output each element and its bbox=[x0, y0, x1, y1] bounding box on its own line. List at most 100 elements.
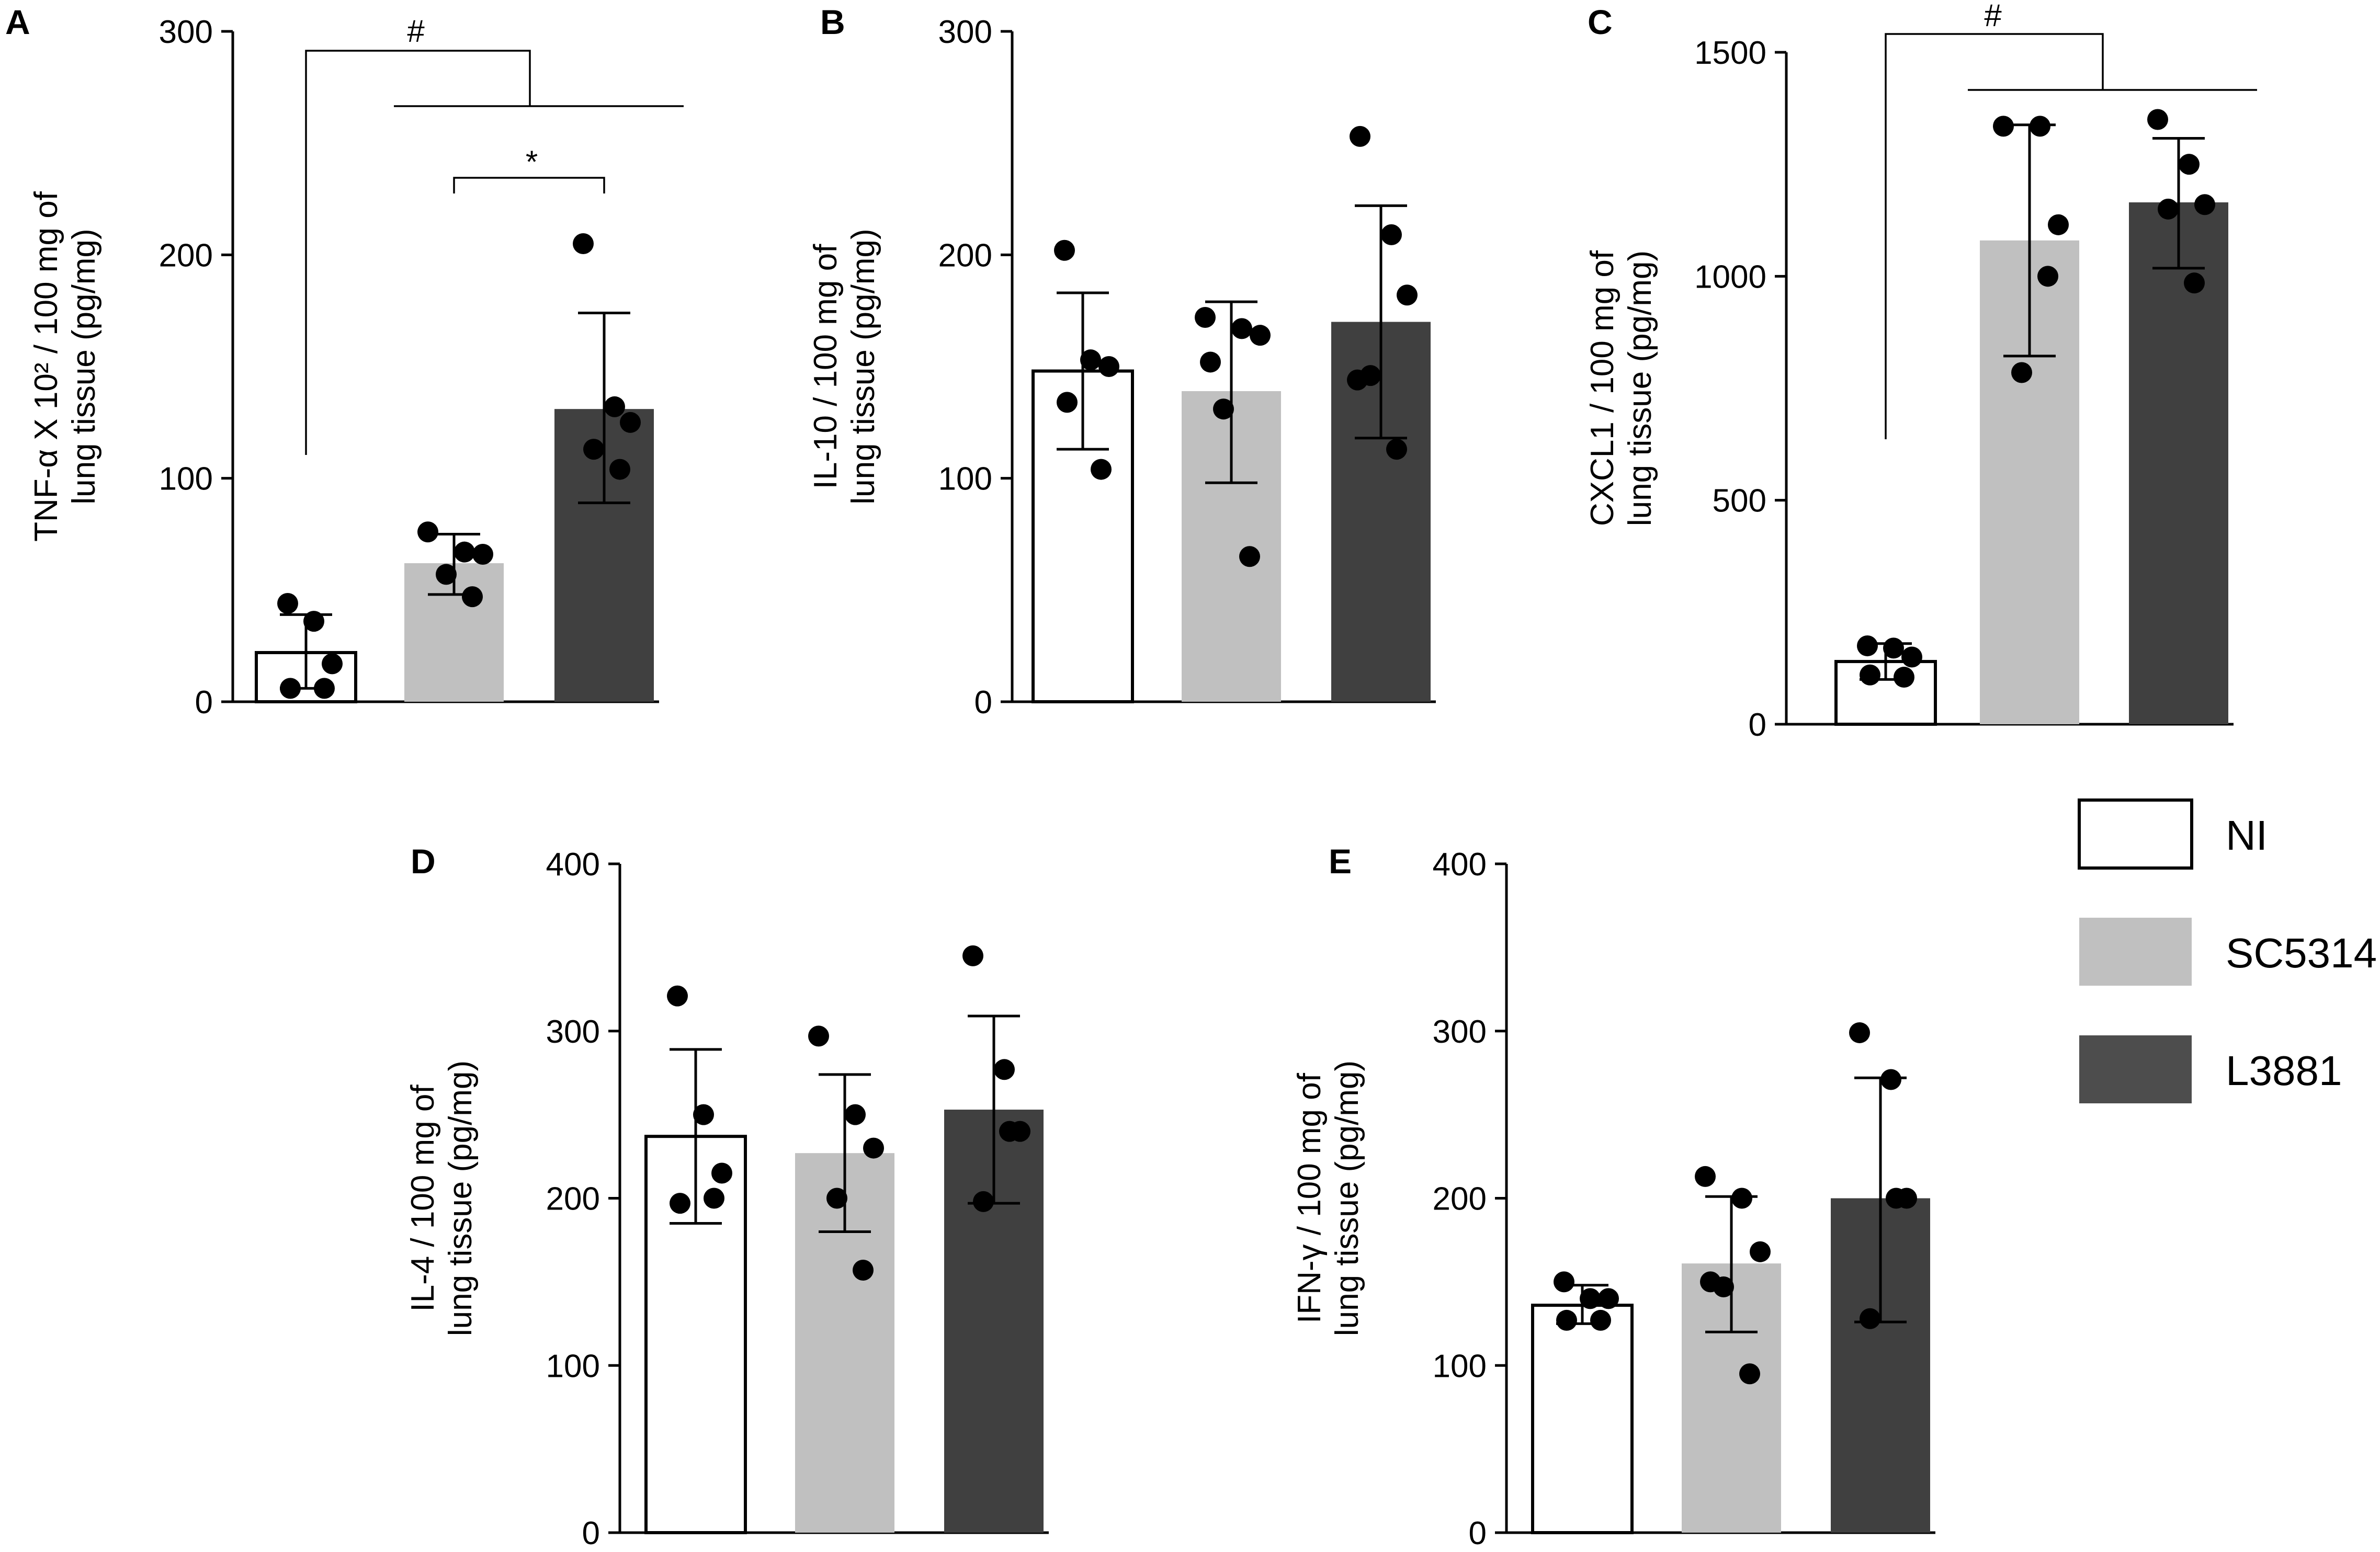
point-C-SC5314-4 bbox=[2037, 266, 2058, 287]
sig-hash-A: # bbox=[407, 14, 425, 49]
y-tick-label-A-100: 100 bbox=[159, 461, 213, 497]
point-D-NI-2 bbox=[711, 1162, 732, 1184]
y-axis-label-line-D-0: IL-4 / 100 mg of bbox=[405, 1085, 441, 1312]
y-axis-label-line-C-1: lung tissue (pg/mg) bbox=[1622, 250, 1658, 526]
point-A-L3881-4 bbox=[609, 459, 630, 480]
y-tick-label-C-1500: 1500 bbox=[1694, 35, 1766, 71]
legend-label-L3881: L3881 bbox=[2226, 1047, 2342, 1094]
point-C-L3881-3 bbox=[2158, 198, 2179, 220]
point-A-NI-3 bbox=[280, 678, 301, 699]
point-D-L3881-3 bbox=[973, 1191, 994, 1212]
point-A-SC5314-4 bbox=[462, 586, 483, 608]
point-B-L3881-1 bbox=[1381, 224, 1402, 245]
y-tick-label-D-100: 100 bbox=[546, 1348, 600, 1384]
point-A-NI-2 bbox=[322, 653, 343, 675]
y-tick-label-B-200: 200 bbox=[938, 237, 992, 273]
y-tick-label-E-100: 100 bbox=[1433, 1348, 1487, 1384]
point-C-SC5314-0 bbox=[1993, 116, 2014, 137]
point-A-L3881-0 bbox=[573, 233, 594, 254]
point-C-NI-4 bbox=[1894, 667, 1914, 688]
panel-letter-B: B bbox=[820, 3, 845, 41]
point-A-L3881-3 bbox=[583, 439, 604, 460]
panel-letter-E: E bbox=[1329, 842, 1352, 881]
y-tick-label-D-400: 400 bbox=[546, 847, 600, 883]
panel-B: B 0 100 200 300 IL-10 / 100 mg oflung tissue … bbox=[808, 3, 1436, 721]
point-E-NI-0 bbox=[1554, 1271, 1574, 1293]
y-axis-label-C: CXCL1 / 100 mg oflung tissue (pg/mg) bbox=[1584, 250, 1658, 526]
panel-A: A 0 100 200 300 TNF-α X 10² / 100 mg oflung t… bbox=[5, 3, 684, 721]
point-A-SC5314-2 bbox=[472, 543, 493, 565]
point-C-SC5314-2 bbox=[2048, 214, 2069, 235]
point-E-SC5314-4 bbox=[1739, 1363, 1760, 1385]
point-B-SC5314-1 bbox=[1231, 318, 1252, 339]
point-A-SC5314-0 bbox=[417, 521, 438, 543]
sig-hash-C: # bbox=[1984, 0, 2002, 33]
point-E-NI-1 bbox=[1580, 1288, 1601, 1309]
point-E-NI-3 bbox=[1556, 1309, 1577, 1331]
legend-swatch-L3881 bbox=[2079, 1035, 2192, 1103]
point-B-SC5314-4 bbox=[1239, 546, 1260, 567]
point-B-L3881-4 bbox=[1386, 439, 1407, 460]
legend-swatch-NI bbox=[2078, 798, 2193, 870]
point-C-SC5314-1 bbox=[2030, 116, 2050, 137]
y-tick-label-C-500: 500 bbox=[1713, 483, 1766, 519]
y-axis-label-B: IL-10 / 100 mg oflung tissue (pg/mg) bbox=[808, 229, 881, 504]
legend: NI SC5314 L3881 bbox=[2078, 798, 2377, 1103]
point-D-SC5314-0 bbox=[808, 1025, 829, 1047]
panel-E: E 0 100 200 300 400 IFN-γ / 100 mg oflung tiss… bbox=[1291, 842, 1935, 1551]
panel-letter-D: D bbox=[411, 842, 436, 881]
sig-star-A: * bbox=[526, 144, 538, 179]
y-tick-label-E-0: 0 bbox=[1469, 1515, 1487, 1549]
y-tick-label-A-200: 200 bbox=[159, 237, 213, 273]
point-A-L3881-2 bbox=[620, 412, 641, 433]
point-A-NI-1 bbox=[303, 611, 324, 632]
y-tick-label-E-300: 300 bbox=[1433, 1014, 1487, 1050]
y-axis-label-line-A-0: TNF-α X 10² / 100 mg of bbox=[28, 191, 64, 542]
y-axis-label-A: TNF-α X 10² / 100 mg oflung tissue (pg/m… bbox=[28, 191, 102, 542]
y-tick-label-C-0: 0 bbox=[1749, 707, 1766, 743]
point-C-NI-2 bbox=[1901, 646, 1922, 668]
y-axis-label-E: IFN-γ / 100 mg oflung tissue (pg/mg) bbox=[1291, 1060, 1365, 1336]
bracket-hash-C bbox=[1885, 33, 2104, 439]
point-B-L3881-5 bbox=[1347, 369, 1368, 391]
point-A-SC5314-3 bbox=[436, 564, 457, 585]
bracket-hash-A bbox=[305, 50, 531, 455]
point-D-SC5314-3 bbox=[826, 1188, 847, 1209]
point-C-SC5314-3 bbox=[2011, 362, 2032, 383]
y-axis-label-line-B-0: IL-10 / 100 mg of bbox=[808, 244, 844, 489]
point-D-SC5314-2 bbox=[863, 1137, 884, 1159]
bar-E-NI bbox=[1531, 1304, 1634, 1534]
y-axis-label-line-C-0: CXCL1 / 100 mg of bbox=[1584, 250, 1620, 526]
point-C-L3881-0 bbox=[2147, 109, 2168, 130]
point-B-SC5314-2 bbox=[1250, 325, 1271, 346]
point-D-L3881-0 bbox=[962, 945, 983, 966]
point-C-NI-3 bbox=[1860, 664, 1880, 686]
point-B-SC5314-0 bbox=[1195, 306, 1216, 328]
point-D-SC5314-1 bbox=[845, 1104, 866, 1125]
point-E-SC5314-0 bbox=[1695, 1166, 1716, 1187]
point-E-L3881-1 bbox=[1880, 1069, 1901, 1090]
point-D-NI-0 bbox=[667, 985, 688, 1007]
bar-C-L3881 bbox=[2129, 202, 2228, 724]
point-C-NI-1 bbox=[1883, 637, 1904, 659]
point-D-L3881-4 bbox=[999, 1121, 1020, 1142]
bracket-star-A bbox=[453, 177, 605, 193]
y-tick-label-B-100: 100 bbox=[938, 461, 992, 497]
y-axis-label-line-A-1: lung tissue (pg/mg) bbox=[66, 229, 102, 504]
y-tick-label-B-300: 300 bbox=[938, 14, 992, 50]
legend-swatch-SC5314 bbox=[2079, 918, 2192, 986]
y-tick-label-B-0: 0 bbox=[974, 684, 992, 721]
point-C-L3881-4 bbox=[2184, 272, 2205, 294]
point-C-L3881-1 bbox=[2179, 154, 2200, 175]
point-E-SC5314-5 bbox=[1700, 1271, 1721, 1293]
point-A-NI-0 bbox=[277, 592, 298, 614]
panel-C: C 0 500 1000 1500 CXCL1 / 100 mg oflung tissu… bbox=[1584, 0, 2257, 743]
point-D-NI-3 bbox=[670, 1193, 690, 1214]
y-tick-label-D-0: 0 bbox=[582, 1515, 600, 1549]
point-E-SC5314-1 bbox=[1731, 1188, 1752, 1209]
point-B-L3881-2 bbox=[1397, 284, 1418, 306]
y-tick-label-A-0: 0 bbox=[195, 684, 213, 721]
panel-D: D 0 100 200 300 400 IL-4 / 100 mg oflung tissu… bbox=[405, 842, 1049, 1551]
